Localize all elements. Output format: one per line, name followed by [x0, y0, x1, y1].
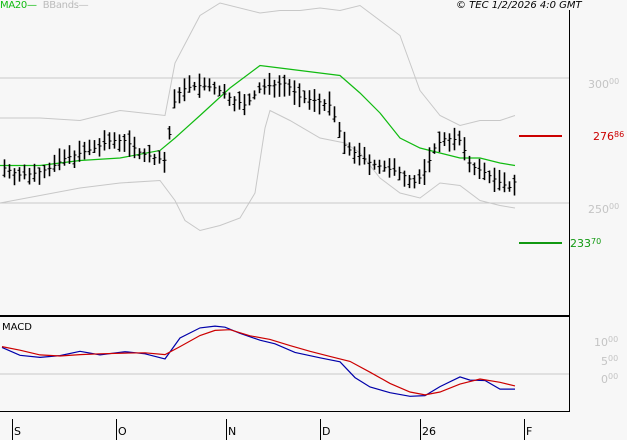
- bband-upper-line: [0, 2, 516, 127]
- x-tick-sep: S: [14, 425, 21, 438]
- x-axis-ticks: [12, 419, 525, 440]
- legend: MA20— BBands—: [0, 0, 89, 11]
- y-tick-300: 30000: [588, 77, 620, 91]
- x-tick-dec: D: [322, 425, 331, 438]
- macd-tick-0: 000: [601, 372, 619, 386]
- bband-lower-line: [0, 109, 516, 232]
- macd-tick-5: 500: [601, 354, 619, 368]
- price-bars: [2, 72, 517, 196]
- copyright-label: © TEC 1/2/2026 4:0 GMT: [456, 0, 582, 11]
- macd-tick-10: 1000: [594, 335, 619, 349]
- x-tick-oct: O: [118, 425, 127, 438]
- legend-bbands: BBands—: [42, 0, 89, 11]
- x-tick-nov: N: [228, 425, 237, 438]
- support-label: 23370: [570, 237, 602, 250]
- x-tick-feb: F: [526, 425, 533, 438]
- resistance-label: 27686: [593, 130, 625, 143]
- ma20-line: [0, 64, 516, 167]
- macd-title: MACD: [2, 322, 32, 333]
- macd-lines: [1, 325, 516, 397]
- x-tick-2026: 26: [422, 425, 436, 438]
- legend-ma20: MA20—: [0, 0, 37, 11]
- y-tick-250: 25000: [588, 202, 620, 216]
